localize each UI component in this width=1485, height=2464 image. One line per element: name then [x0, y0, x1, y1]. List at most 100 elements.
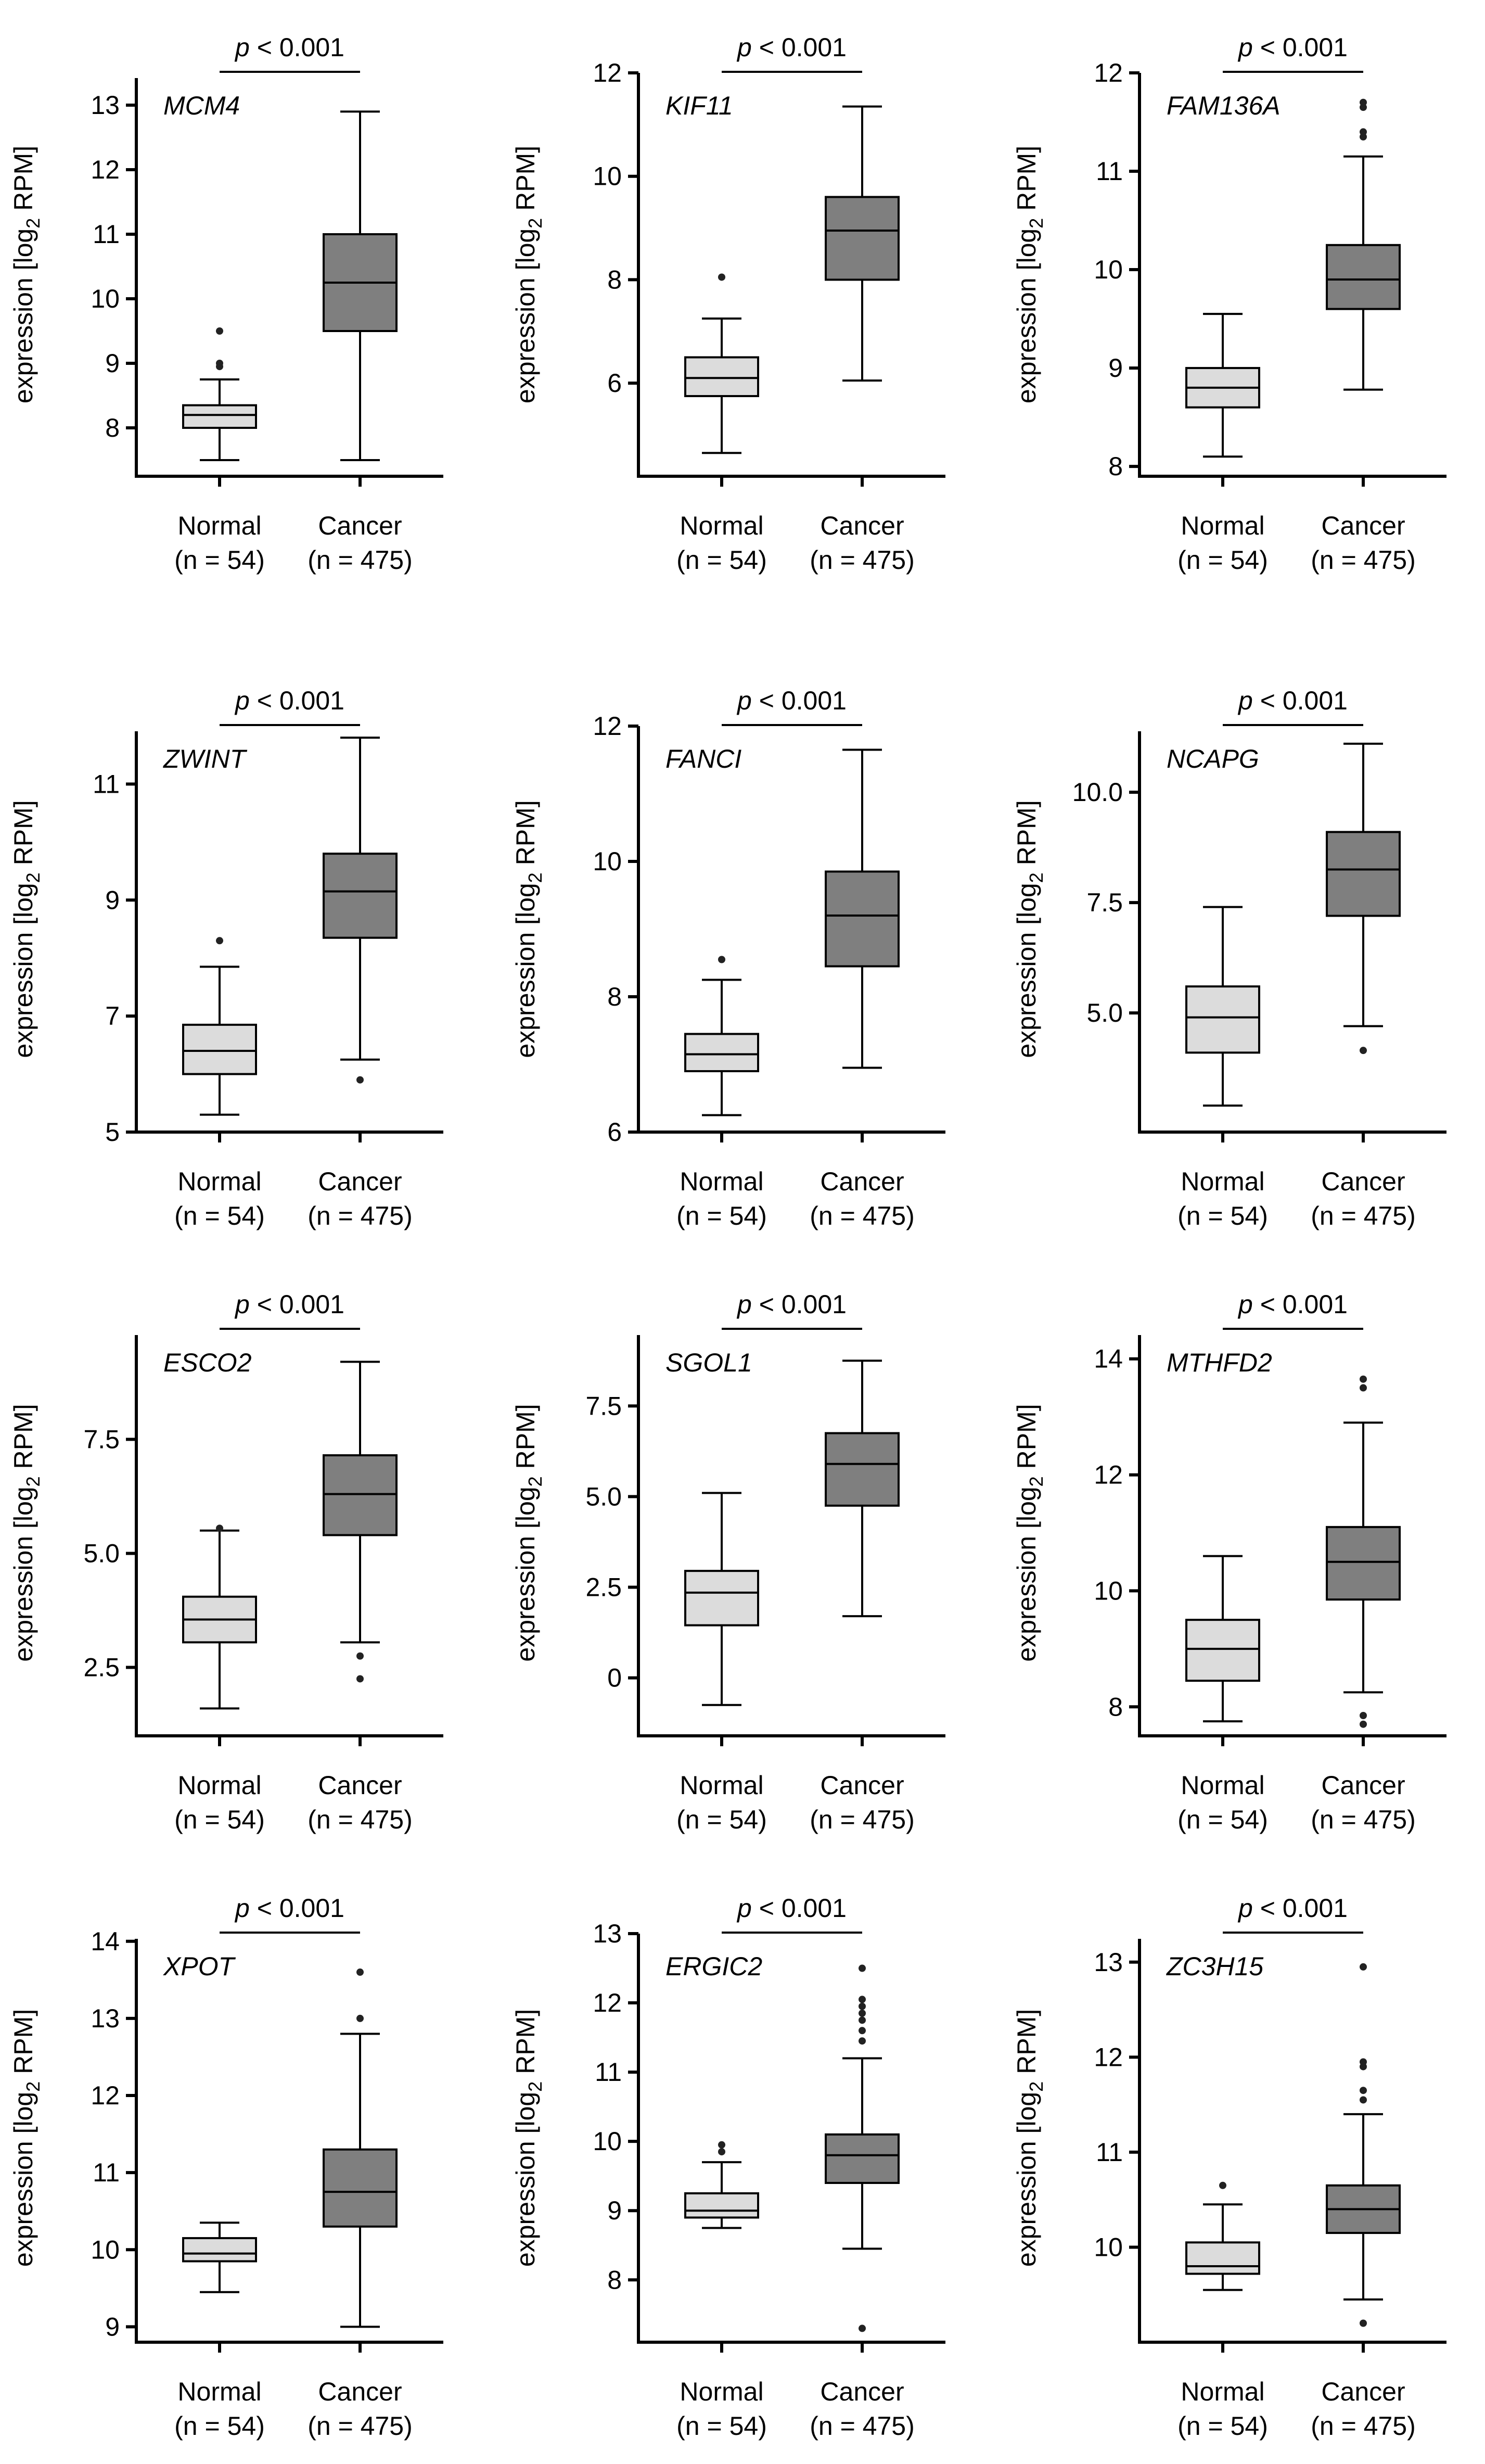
- chart-zwint-y-tick-label: 7: [105, 1001, 120, 1031]
- chart-mthfd2-cancer-outlier: [1360, 1720, 1367, 1728]
- chart-mthfd2-cancer-outlier: [1360, 1375, 1367, 1383]
- chart-sgol1-cancer-box: [825, 1432, 900, 1507]
- chart-mthfd2-y-axis-title: expression [log2 RPM]: [1012, 1404, 1047, 1661]
- chart-zc3h15-cancer-outlier: [1360, 2319, 1367, 2327]
- chart-zwint-gene-label: ZWINT: [163, 744, 248, 773]
- chart-zc3h15-cancer-outlier: [1360, 2087, 1367, 2094]
- chart-zc3h15-normal-outlier: [1219, 2181, 1226, 2189]
- chart-mthfd2-cancer-group-n: (n = 475): [1311, 1805, 1416, 1834]
- chart-zc3h15-cancer-outlier: [1360, 2096, 1367, 2104]
- chart-kif11-normal-group-n: (n = 54): [676, 545, 767, 575]
- chart-kif11-y-tick-label: 6: [607, 369, 622, 398]
- chart-fanci-y-tick-label: 6: [607, 1117, 622, 1147]
- chart-ncapg-p-value: p < 0.001: [1237, 686, 1348, 715]
- chart-mthfd2-cancer-box: [1326, 1526, 1401, 1601]
- chart-fanci-y-axis-title: expression [log2 RPM]: [511, 800, 546, 1058]
- chart-fam136a-y-tick-label: 10: [1094, 255, 1123, 284]
- chart-mcm4-normal-box: [182, 404, 257, 429]
- chart-fam136a-cancer-outlier: [1360, 98, 1367, 106]
- chart-ergic2-cancer-outlier: [859, 2027, 866, 2035]
- chart-xpot-gene-label: XPOT: [163, 1952, 236, 1981]
- chart-ncapg-cancer-box: [1326, 831, 1401, 917]
- chart-sgol1-cancer-group-label: Cancer: [820, 1771, 904, 1800]
- chart-kif11-normal-outlier: [718, 273, 725, 281]
- chart-sgol1-y-tick-label: 5.0: [585, 1482, 622, 1511]
- chart-xpot: XPOT p < 0.001 9 10 11 12 13 14 expression [log2…: [9, 1894, 443, 2441]
- chart-ergic2-cancer-outlier: [859, 2037, 866, 2045]
- chart-zc3h15-cancer-group-n: (n = 475): [1311, 2411, 1416, 2441]
- chart-ergic2-normal-box: [684, 2192, 759, 2219]
- chart-kif11-y-axis-title: expression [log2 RPM]: [511, 146, 546, 403]
- chart-zwint-y-tick-label: 5: [105, 1117, 120, 1147]
- chart-ncapg-normal-group-label: Normal: [1181, 1167, 1264, 1196]
- chart-ncapg-cancer-group-label: Cancer: [1321, 1167, 1405, 1196]
- chart-mcm4-gene-label: MCM4: [163, 91, 240, 120]
- chart-ncapg-cancer-group-n: (n = 475): [1311, 1201, 1416, 1230]
- chart-fam136a-cancer-group-label: Cancer: [1321, 511, 1405, 540]
- chart-fam136a: FAM136A p < 0.001 8 9 10 11 12 expression [log2…: [1012, 33, 1446, 575]
- chart-mthfd2-y-tick-label: 12: [1094, 1460, 1123, 1490]
- chart-ergic2-normal-group-n: (n = 54): [676, 2411, 767, 2441]
- chart-fanci-normal-group-label: Normal: [680, 1167, 763, 1196]
- chart-fanci-cancer-group-n: (n = 475): [810, 1201, 915, 1230]
- chart-mthfd2-normal-box: [1185, 1619, 1260, 1682]
- chart-xpot-cancer-outlier: [356, 2014, 364, 2022]
- chart-mthfd2-y-tick-label: 14: [1094, 1344, 1123, 1374]
- chart-mcm4-y-tick-label: 12: [91, 155, 120, 184]
- chart-mthfd2-normal-group-n: (n = 54): [1177, 1805, 1268, 1834]
- chart-esco2-normal-outlier: [216, 1525, 223, 1532]
- chart-xpot-y-tick-label: 14: [91, 1927, 120, 1956]
- chart-zc3h15-p-value: p < 0.001: [1237, 1894, 1348, 1923]
- chart-esco2-normal-group-n: (n = 54): [174, 1805, 265, 1834]
- chart-xpot-y-tick-label: 9: [105, 2312, 120, 2341]
- chart-zc3h15-cancer-group-label: Cancer: [1321, 2377, 1405, 2406]
- chart-mcm4-normal-group-n: (n = 54): [174, 545, 265, 575]
- chart-fam136a-y-tick-label: 11: [1096, 157, 1123, 186]
- chart-fanci-gene-label: FANCI: [665, 744, 741, 773]
- chart-zwint-cancer-box: [323, 853, 398, 939]
- chart-fanci-cancer-group-label: Cancer: [820, 1167, 904, 1196]
- chart-fam136a-cancer-group-n: (n = 475): [1311, 545, 1416, 575]
- chart-esco2-y-axis-title: expression [log2 RPM]: [9, 1404, 44, 1661]
- chart-zc3h15-y-tick-label: 13: [1094, 1948, 1123, 1977]
- chart-ergic2-cancer-outlier: [859, 2016, 866, 2024]
- chart-ergic2-normal-group-label: Normal: [680, 2377, 763, 2406]
- chart-ncapg-y-tick-label: 7.5: [1086, 888, 1123, 917]
- chart-ncapg-cancer-outlier: [1360, 1047, 1367, 1055]
- chart-esco2-normal-group-label: Normal: [177, 1771, 261, 1800]
- chart-fanci-y-tick-label: 12: [593, 712, 622, 741]
- chart-zc3h15-gene-label: ZC3H15: [1166, 1952, 1263, 1981]
- chart-ncapg: NCAPG p < 0.001 5.0 7.5 10.0 expression [log2…: [1012, 686, 1446, 1230]
- chart-fam136a-p-value: p < 0.001: [1237, 33, 1348, 62]
- chart-zwint-normal-group-n: (n = 54): [174, 1201, 265, 1230]
- chart-ergic2-cancer-outlier: [859, 1996, 866, 2003]
- chart-xpot-y-tick-label: 11: [93, 2158, 120, 2187]
- chart-xpot-normal-group-label: Normal: [177, 2377, 261, 2406]
- chart-ergic2-cancer-outlier: [859, 2325, 866, 2332]
- chart-mcm4-y-tick-label: 11: [93, 220, 120, 249]
- chart-ergic2-y-tick-label: 9: [607, 2196, 622, 2225]
- chart-fam136a-gene-label: FAM136A: [1167, 91, 1281, 120]
- chart-kif11-y-tick-label: 10: [593, 162, 622, 191]
- chart-sgol1-normal-box: [684, 1570, 759, 1627]
- chart-ergic2-cancer-box: [825, 2133, 900, 2184]
- chart-ergic2-y-tick-label: 10: [593, 2127, 622, 2156]
- chart-esco2-cancer-box: [323, 1454, 398, 1536]
- chart-mcm4-normal-group-label: Normal: [177, 511, 261, 540]
- chart-fam136a-y-tick-label: 9: [1108, 353, 1123, 383]
- chart-mthfd2-cancer-outlier: [1360, 1384, 1367, 1392]
- chart-fanci-y-tick-label: 10: [593, 847, 622, 876]
- chart-ncapg-normal-group-n: (n = 54): [1177, 1201, 1268, 1230]
- chart-zwint-cancer-group-n: (n = 475): [308, 1201, 413, 1230]
- chart-ergic2-cancer-outlier: [859, 2010, 866, 2017]
- chart-kif11-cancer-group-n: (n = 475): [810, 545, 915, 575]
- chart-fanci-cancer-box: [825, 870, 900, 968]
- chart-kif11-y-tick-label: 8: [607, 265, 622, 294]
- chart-kif11-cancer-box: [825, 196, 900, 281]
- chart-ergic2-normal-outlier: [718, 2141, 725, 2149]
- chart-ergic2-normal-outlier: [718, 2148, 725, 2156]
- chart-sgol1-cancer-group-n: (n = 475): [810, 1805, 915, 1834]
- chart-ergic2-y-tick-label: 12: [593, 1988, 622, 2017]
